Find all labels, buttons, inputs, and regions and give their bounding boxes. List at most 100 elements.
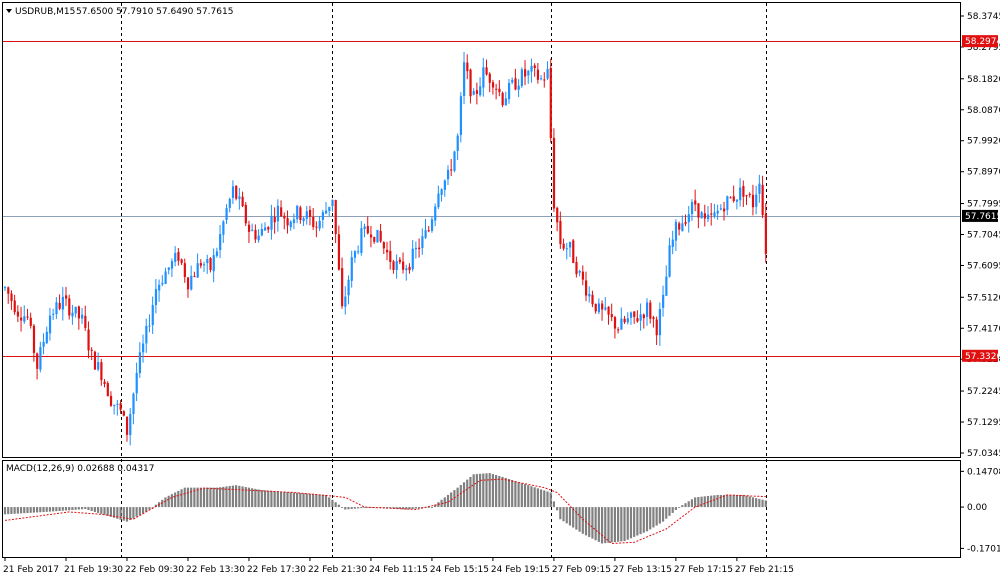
- candle-body: [514, 78, 517, 90]
- candle-body: [48, 315, 52, 334]
- candle-body: [591, 294, 594, 305]
- candle-body: [475, 90, 479, 94]
- symbol-dropdown-icon[interactable]: [6, 9, 12, 13]
- candle-body: [177, 251, 180, 261]
- macd-bar: [462, 482, 466, 508]
- macd-bar: [475, 474, 478, 508]
- candle-body: [495, 88, 498, 90]
- candle-body: [199, 263, 203, 266]
- macd-bar: [125, 507, 129, 522]
- candle-body: [132, 393, 135, 414]
- candle-body: [604, 307, 607, 310]
- candle-body: [379, 230, 382, 242]
- x-tick-label: 27 Feb 21:15: [735, 565, 794, 575]
- candle-body: [700, 212, 703, 219]
- candle-body: [482, 67, 485, 88]
- macd-bar: [655, 507, 658, 526]
- candle-body: [347, 279, 350, 296]
- macd-bar: [129, 507, 132, 521]
- macd-bar: [308, 493, 312, 508]
- candle-body: [549, 67, 552, 139]
- macd-bar: [588, 507, 591, 538]
- macd-bar: [167, 495, 170, 508]
- candle-body: [466, 62, 469, 72]
- candle-body: [408, 266, 411, 271]
- candle-body: [116, 403, 119, 405]
- macd-bar: [270, 490, 273, 508]
- macd-bar: [52, 507, 55, 512]
- macd-bar: [238, 485, 241, 508]
- candle-body: [488, 73, 491, 83]
- macd-label: MACD(12,26,9) 0.02688 0.04317: [6, 464, 155, 474]
- candle-body: [552, 137, 556, 209]
- macd-bar: [613, 507, 616, 543]
- y-tick-label: 58.0870: [967, 106, 1000, 116]
- macd-bar: [562, 507, 565, 522]
- macd-bar: [77, 507, 80, 510]
- macd-bar: [231, 485, 235, 508]
- candle-body: [732, 196, 735, 202]
- candle-body: [694, 200, 697, 205]
- candle-body: [55, 302, 58, 315]
- macd-bar: [652, 507, 655, 528]
- candle-body: [122, 411, 125, 416]
- candle-body: [601, 303, 604, 310]
- candle-body: [742, 185, 745, 197]
- candle-body: [4, 287, 7, 289]
- candle-body: [228, 198, 231, 208]
- macd-bar: [543, 490, 546, 508]
- candle-body: [430, 219, 434, 231]
- candle-body: [193, 276, 196, 278]
- macd-bar: [103, 507, 106, 515]
- macd-bar: [626, 507, 629, 540]
- macd-bar: [430, 507, 434, 508]
- candle-body: [32, 325, 36, 353]
- macd-bar: [247, 487, 251, 508]
- macd-bar: [700, 496, 703, 508]
- macd-bar: [23, 507, 26, 514]
- x-tick-label: 27 Feb 09:15: [552, 565, 611, 575]
- candle-body: [594, 303, 597, 312]
- candle-body: [575, 262, 578, 275]
- candle-body: [507, 83, 511, 100]
- macd-bar: [722, 494, 726, 508]
- macd-bar: [726, 494, 729, 508]
- macd-bar: [299, 492, 302, 508]
- candle-body: [501, 92, 504, 106]
- macd-bar: [71, 507, 74, 510]
- candle-body: [392, 261, 395, 270]
- candle-body: [254, 229, 257, 240]
- candle-body: [180, 259, 183, 264]
- macd-bar: [305, 493, 308, 508]
- candle-body: [87, 329, 90, 351]
- macd-bar: [29, 507, 32, 513]
- x-tick-label: 22 Feb 17:30: [247, 565, 306, 575]
- candle-body: [264, 227, 267, 231]
- macd-bar: [190, 487, 193, 508]
- macd-bar: [401, 507, 405, 510]
- candle-body: [190, 275, 193, 290]
- candle-body: [716, 210, 719, 214]
- macd-bar: [337, 504, 340, 508]
- macd-bar: [684, 503, 687, 508]
- candle-body: [751, 194, 755, 208]
- candle-body: [385, 249, 389, 253]
- candle-body: [138, 352, 142, 374]
- macd-bar: [617, 507, 620, 542]
- macd-bar: [530, 486, 533, 508]
- macd-bar: [491, 474, 495, 508]
- candle-body: [623, 318, 626, 323]
- macd-bar: [385, 507, 389, 509]
- candle-body: [222, 221, 225, 235]
- macd-bar: [318, 494, 321, 508]
- candle-body: [145, 325, 148, 344]
- macd-bar: [257, 489, 260, 508]
- macd-bar: [478, 473, 482, 508]
- candle-body: [360, 228, 363, 253]
- macd-bar: [16, 507, 19, 514]
- macd-bar: [453, 490, 456, 508]
- macd-signal-path: [4, 478, 766, 545]
- candle-body: [559, 220, 562, 245]
- candle-body: [302, 218, 305, 222]
